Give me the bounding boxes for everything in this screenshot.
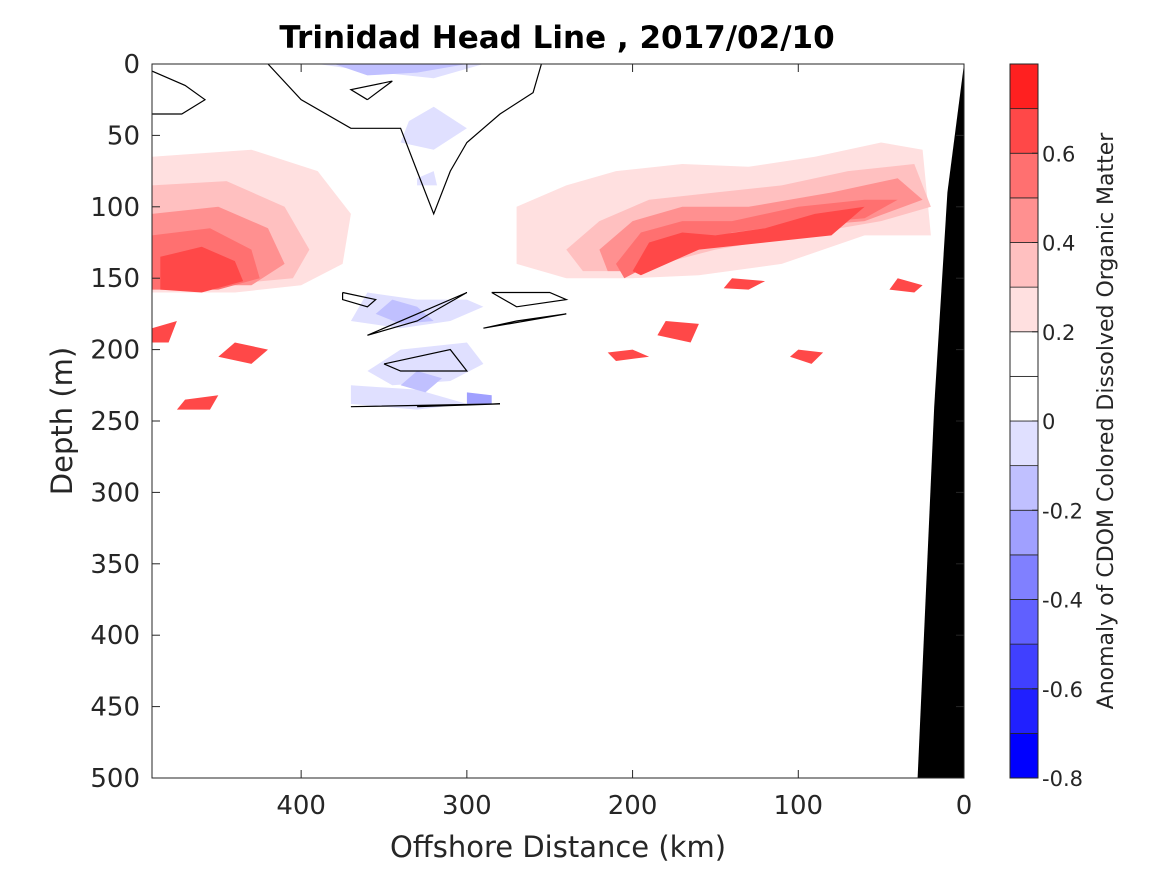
anomaly-region-28 <box>334 64 467 76</box>
colorbar-swatch <box>1009 197 1039 243</box>
colorbar-tick-label: -0.6 <box>1042 678 1083 702</box>
anomaly-region-18 <box>723 278 766 290</box>
colorbar-tick-label: -0.2 <box>1042 499 1083 523</box>
zero-contour-0 <box>152 70 207 115</box>
x-tick-label: 300 <box>442 791 492 821</box>
anomaly-region-30 <box>400 371 442 393</box>
colorbar-tick-label: 0 <box>1042 410 1055 434</box>
x-tick-label: 200 <box>608 791 658 821</box>
y-tick-label: 50 <box>107 121 140 151</box>
colorbar-tick-label: 0.6 <box>1042 142 1075 166</box>
zero-contour-7 <box>483 313 567 329</box>
zero-contour-5 <box>367 291 468 336</box>
x-tick-label: 100 <box>773 791 823 821</box>
zero-contour-1 <box>267 64 542 216</box>
zero-contour-4 <box>491 291 569 308</box>
y-axis-label: Depth (m) <box>45 347 79 495</box>
colorbar-swatch <box>1009 375 1039 422</box>
anomaly-region-17 <box>790 349 824 364</box>
anomaly-fill-layer <box>152 64 931 410</box>
zero-contour-layer <box>152 64 569 408</box>
colorbar: 0.6 0.4 0.2 0 -0.2 -0.4 -0.6 -0.8 <box>1009 63 1083 791</box>
anomaly-region-14 <box>152 321 177 343</box>
x-axis-ticks: 400 300 200 100 0 <box>276 64 972 821</box>
colorbar-swatch <box>1009 732 1039 779</box>
anomaly-region-19 <box>889 278 923 293</box>
anomaly-region-15 <box>218 342 268 364</box>
bathymetry <box>917 64 964 778</box>
y-tick-label: 0 <box>123 50 140 80</box>
anomaly-region-31 <box>466 392 492 404</box>
colorbar-swatch <box>1009 420 1039 467</box>
y-tick-label: 200 <box>90 336 140 366</box>
anomaly-region-1 <box>781 64 915 122</box>
zero-contour-8 <box>350 403 501 408</box>
x-tick-label: 400 <box>276 791 326 821</box>
colorbar-swatch <box>1009 63 1039 110</box>
y-tick-label: 400 <box>90 621 140 651</box>
anomaly-region-27 <box>350 385 467 410</box>
colorbar-swatch <box>1009 599 1039 645</box>
colorbar-swatch <box>1009 152 1039 199</box>
colorbar-swatch <box>1009 643 1039 690</box>
anomaly-region-13 <box>632 206 865 276</box>
y-tick-label: 100 <box>90 193 140 223</box>
y-tick-label: 450 <box>90 693 140 723</box>
anomaly-region-23 <box>400 106 467 150</box>
x-tick-label: 0 <box>956 791 973 821</box>
anomaly-region-26 <box>367 342 484 386</box>
anomaly-region-29 <box>375 299 434 324</box>
y-tick-label: 500 <box>90 764 140 794</box>
zero-contour-6 <box>383 348 469 372</box>
y-tick-label: 350 <box>90 550 140 580</box>
anomaly-region-24 <box>417 171 437 186</box>
y-tick-label: 150 <box>90 264 140 294</box>
colorbar-swatch <box>1009 509 1039 556</box>
anomaly-region-20 <box>657 321 699 343</box>
colorbar-swatch <box>1009 465 1039 511</box>
y-axis-ticks: 0 50 100 150 200 250 300 350 400 450 500 <box>90 50 964 794</box>
y-tick-label: 300 <box>90 478 140 508</box>
colorbar-tick-label: -0.4 <box>1042 589 1083 613</box>
colorbar-tick-label: 0.2 <box>1042 321 1075 345</box>
x-axis-label: Offshore Distance (km) <box>390 830 726 864</box>
colorbar-swatch <box>1009 688 1039 734</box>
colorbar-label: Anomaly of CDOM Colored Dissolved Organi… <box>1094 132 1119 710</box>
colorbar-swatch <box>1009 108 1039 154</box>
y-tick-label: 250 <box>90 407 140 437</box>
colorbar-swatch <box>1009 554 1039 600</box>
colorbar-swatch <box>1009 242 1039 288</box>
anomaly-region-16 <box>607 349 650 361</box>
zero-contour-2 <box>349 80 393 101</box>
colorbar-swatch <box>1009 331 1039 377</box>
anomaly-region-12 <box>160 246 244 293</box>
zero-contour-3 <box>342 291 378 308</box>
colorbar-tick-label: -0.8 <box>1042 767 1083 791</box>
bathymetry-layer <box>917 64 964 778</box>
colorbar-tick-label: 0.4 <box>1042 232 1075 256</box>
chart-title: Trinidad Head Line , 2017/02/10 <box>279 20 834 56</box>
colorbar-swatch <box>1009 286 1039 333</box>
anomaly-region-21 <box>176 395 219 410</box>
